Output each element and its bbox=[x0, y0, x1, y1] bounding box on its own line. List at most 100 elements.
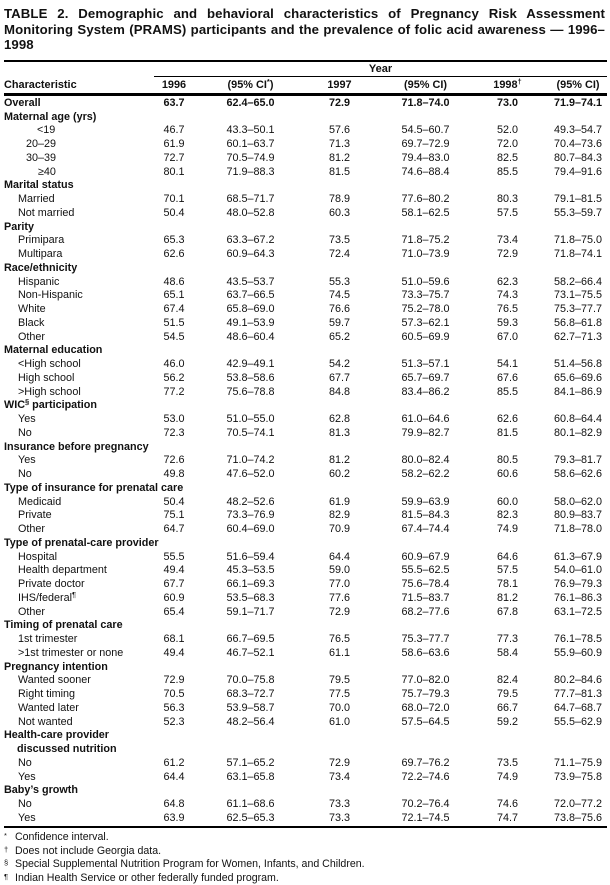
ci-cell: 83.4–86.2 bbox=[401, 385, 450, 398]
ci-cell: 67.4–74.4 bbox=[401, 523, 450, 536]
value-cell: 72.6 bbox=[163, 454, 185, 467]
value-cell: 85.5 bbox=[496, 385, 518, 398]
table-title: TABLE 2. Demographic and behavioral char… bbox=[4, 6, 605, 53]
ci-cell: 60.4–69.0 bbox=[226, 523, 275, 536]
ci-cell: 77.7–81.3 bbox=[553, 688, 603, 701]
ci-cell: 66.7–69.5 bbox=[226, 633, 275, 646]
footnote-text: Confidence interval. bbox=[15, 831, 109, 844]
ci-cell: 63.3–67.2 bbox=[226, 234, 275, 247]
value-cell: 70.9 bbox=[328, 523, 350, 536]
row-label: Health department bbox=[18, 564, 107, 577]
ci-cell: 60.8–64.4 bbox=[553, 413, 603, 426]
ci-cell: 54.5–60.7 bbox=[401, 124, 450, 137]
ci-cell: 54.0–61.0 bbox=[553, 564, 603, 577]
row-label: ≥40 bbox=[38, 165, 56, 178]
ci-cell: 48.2–56.4 bbox=[226, 715, 275, 728]
ci-cell: 79.4–91.6 bbox=[553, 165, 603, 178]
value-cell: 67.7 bbox=[163, 578, 185, 591]
value-cell: 60.6 bbox=[496, 468, 518, 481]
ci-cell: 73.3–76.9 bbox=[226, 509, 275, 522]
footnotes: * Confidence interval. † Does not include … bbox=[4, 831, 607, 885]
section-header-row: Marital status bbox=[4, 179, 608, 193]
table-row: Hispanic 48.6 43.5–53.7 55.3 51.0–59.6 62.3 58… bbox=[4, 276, 608, 290]
ci-cell: 53.8–58.6 bbox=[226, 371, 275, 384]
ci-cell: 62.5–65.3 bbox=[226, 811, 275, 824]
ci-cell: 68.2–77.6 bbox=[401, 605, 450, 618]
ci-cell: 74.6–88.4 bbox=[401, 165, 450, 178]
ci-cell: 79.3–81.7 bbox=[553, 454, 603, 467]
table-row: >1st trimester or none 49.4 46.7–52.1 61.1 5… bbox=[4, 647, 608, 661]
section-header-row: discussed nutrition bbox=[4, 743, 608, 757]
footnote-ihs: ¶ Indian Health Service or other federall… bbox=[4, 872, 607, 885]
ci-cell: 55.5–62.9 bbox=[553, 715, 603, 728]
row-label: <19 bbox=[37, 124, 56, 137]
value-cell: 51.5 bbox=[163, 316, 185, 329]
value-cell: 67.4 bbox=[163, 303, 185, 316]
value-cell: 58.4 bbox=[496, 646, 518, 659]
ci-cell: 70.5–74.1 bbox=[226, 426, 275, 439]
row-label: Married bbox=[18, 193, 55, 206]
section-header-row: Health-care provider bbox=[4, 729, 608, 743]
value-cell: 62.6 bbox=[163, 248, 185, 261]
row-label: Not married bbox=[18, 206, 75, 219]
ci-cell: 48.2–52.6 bbox=[226, 495, 275, 508]
value-cell: 64.4 bbox=[163, 770, 185, 783]
ci-cell: 71.0–73.9 bbox=[401, 248, 450, 261]
ci-cell: 61.0–64.6 bbox=[401, 413, 450, 426]
row-label: Overall bbox=[4, 96, 41, 109]
ci-cell: 77.6–80.2 bbox=[401, 193, 450, 206]
table-body: Overall 63.7 62.4–65.0 72.9 71.8–74.0 73.0 71.… bbox=[4, 97, 607, 826]
table-row: Not wanted 52.3 48.2–56.4 61.0 57.5–64.5 59.2… bbox=[4, 716, 608, 730]
value-cell: 67.7 bbox=[328, 371, 350, 384]
value-cell: 60.9 bbox=[163, 591, 185, 604]
divider-header bbox=[4, 93, 607, 96]
year-header-label: Year bbox=[368, 63, 393, 76]
section-header-row: Parity bbox=[4, 221, 608, 235]
ci-cell: 65.6–69.6 bbox=[553, 371, 603, 384]
row-label: WIC§ participation bbox=[4, 397, 97, 412]
footnote-marker: * bbox=[4, 831, 7, 841]
value-cell: 59.7 bbox=[328, 316, 350, 329]
column-header-row: Characteristic 1996 (95% CI*) 1997 (95% … bbox=[4, 77, 608, 93]
footnote-marker: § bbox=[4, 858, 9, 868]
row-label: >1st trimester or none bbox=[18, 646, 124, 659]
value-cell: 77.5 bbox=[328, 688, 350, 701]
ci-cell: 72.2–74.6 bbox=[401, 770, 450, 783]
value-cell: 80.3 bbox=[496, 193, 518, 206]
value-cell: 61.2 bbox=[163, 756, 185, 769]
value-cell: 82.9 bbox=[328, 509, 350, 522]
table-row: No 64.8 61.1–68.6 73.3 70.2–76.4 74.6 72.0–77.… bbox=[4, 798, 608, 812]
ci-cell: 68.0–72.0 bbox=[401, 701, 450, 714]
value-cell: 65.2 bbox=[328, 330, 350, 343]
value-cell: 56.2 bbox=[163, 371, 185, 384]
row-label: 30–39 bbox=[26, 151, 57, 164]
ci-cell: 76.1–78.5 bbox=[553, 633, 603, 646]
value-cell: 80.1 bbox=[163, 165, 185, 178]
ci-cell: 63.7–66.5 bbox=[226, 289, 275, 302]
value-cell: 74.9 bbox=[496, 523, 518, 536]
value-cell: 59.2 bbox=[496, 715, 518, 728]
row-label: Insurance before pregnancy bbox=[4, 440, 149, 453]
table-row: Private 75.1 73.3–76.9 82.9 81.5–84.3 82.3 80.… bbox=[4, 509, 608, 523]
ci-cell: 70.0–75.8 bbox=[226, 674, 275, 687]
ci-cell: 68.5–71.7 bbox=[226, 193, 275, 206]
ci-cell: 55.3–59.7 bbox=[553, 206, 603, 219]
ci-cell: 56.8–61.8 bbox=[553, 316, 603, 329]
value-cell: 78.1 bbox=[496, 578, 518, 591]
ci-cell: 48.0–52.8 bbox=[226, 206, 275, 219]
row-label: Non-Hispanic bbox=[18, 289, 83, 302]
year-header-band: Year bbox=[4, 63, 607, 78]
ci-cell: 57.5–64.5 bbox=[401, 715, 450, 728]
value-cell: 74.5 bbox=[328, 289, 350, 302]
ci-cell: 72.0–77.2 bbox=[553, 798, 603, 811]
value-cell: 74.9 bbox=[496, 770, 518, 783]
value-cell: 66.7 bbox=[496, 701, 518, 714]
ci-cell: 53.5–68.3 bbox=[226, 591, 275, 604]
value-cell: 81.2 bbox=[496, 591, 518, 604]
value-cell: 74.6 bbox=[496, 798, 518, 811]
value-cell: 57.5 bbox=[496, 564, 518, 577]
table-row: >High school 77.2 75.6–78.8 84.8 83.4–86.2 85… bbox=[4, 386, 608, 400]
row-label: Yes bbox=[18, 811, 36, 824]
value-cell: 77.3 bbox=[496, 633, 518, 646]
ci-cell: 60.9–67.9 bbox=[401, 550, 450, 563]
